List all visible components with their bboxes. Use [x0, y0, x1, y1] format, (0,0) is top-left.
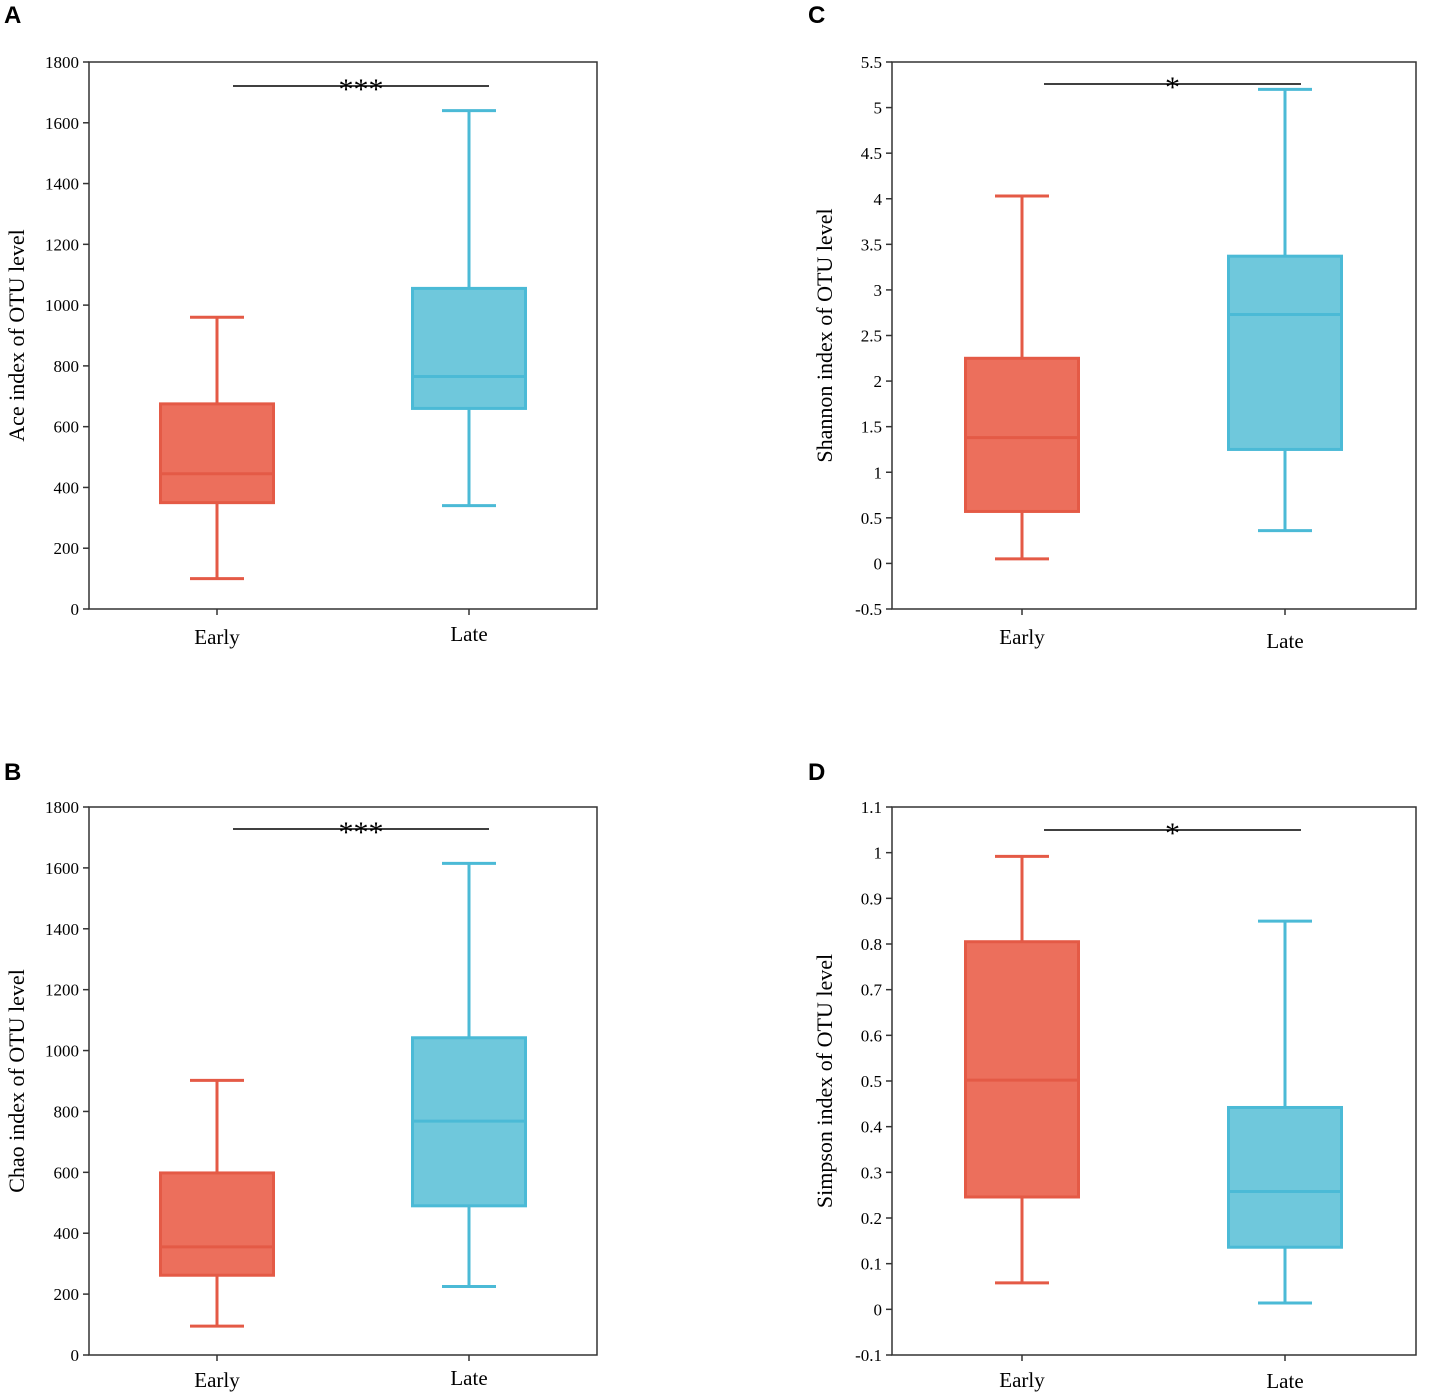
- panel-letter: C: [808, 2, 825, 29]
- box-early: Early: [964, 194, 1080, 649]
- iqr-box: [1227, 1105, 1343, 1249]
- box-early: Early: [159, 315, 275, 649]
- y-tick-label: 1600: [45, 114, 79, 133]
- y-tick-label: 4.5: [861, 144, 882, 163]
- panel-letter: A: [4, 2, 21, 29]
- y-tick-label: 0.1: [861, 1255, 882, 1274]
- y-tick-label: 1400: [45, 920, 79, 939]
- box-early: Early: [159, 1078, 275, 1392]
- y-tick-label: 0: [874, 554, 883, 573]
- box-early: Early: [964, 854, 1080, 1392]
- significance-marker: *: [1165, 71, 1180, 104]
- y-tick-label: 3: [874, 281, 883, 300]
- iqr-box: [411, 286, 527, 410]
- x-category-label: Late: [1266, 629, 1303, 653]
- iqr-box: [964, 356, 1080, 513]
- box-late: Late: [1227, 919, 1343, 1393]
- y-tick-label: 1800: [45, 53, 79, 72]
- y-tick-label: 1200: [45, 981, 79, 1000]
- y-tick-label: 600: [54, 418, 80, 437]
- x-category-label: Early: [194, 625, 240, 649]
- y-tick-label: -0.1: [855, 1346, 882, 1365]
- plot-frame: [88, 61, 598, 610]
- y-tick-label: 0.6: [861, 1026, 882, 1045]
- y-tick-label: 1.1: [861, 798, 882, 817]
- y-tick-label: 1600: [45, 859, 79, 878]
- y-tick-label: 0.9: [861, 889, 882, 908]
- iqr-box: [159, 402, 275, 505]
- panel-c: C -0.5 0 0.5 1 1.5 2 2.5 3 3.5 4 4.5 5 5.5 Shannon ind…: [808, 2, 1417, 653]
- panel-b: B 0 200 400 600 800 1000 1200 1400 1600 1800 Chao i…: [4, 759, 598, 1392]
- y-tick-label: 1: [874, 463, 883, 482]
- y-tick-label: 0: [874, 1300, 883, 1319]
- y-tick-label: 2: [874, 372, 883, 391]
- y-tick-label: 1400: [45, 175, 79, 194]
- box-late: Late: [411, 109, 527, 646]
- significance-marker: *: [1165, 817, 1180, 850]
- iqr-box: [964, 940, 1080, 1199]
- significance-marker: ***: [339, 816, 384, 849]
- y-tick-label: 200: [54, 1285, 80, 1304]
- y-axis-title: Ace index of OTU level: [4, 229, 29, 442]
- y-tick-label: 400: [54, 1224, 80, 1243]
- y-tick-label: 0.8: [861, 935, 882, 954]
- y-tick-label: 1000: [45, 1042, 79, 1061]
- x-category-label: Early: [999, 1368, 1045, 1392]
- iqr-box: [159, 1171, 275, 1277]
- y-tick-label: 5.5: [861, 53, 882, 72]
- panel-a: A 0 200 400 600 800 1000 1200 1400 1600 1800 Ace in…: [4, 2, 598, 649]
- y-tick-label: 2.5: [861, 327, 882, 346]
- x-category-label: Late: [1266, 1369, 1303, 1393]
- y-tick-label: 200: [54, 539, 80, 558]
- plot-frame: [88, 806, 598, 1356]
- y-tick-label: 400: [54, 478, 80, 497]
- panel-letter: B: [4, 759, 21, 786]
- panel-letter: D: [808, 759, 825, 786]
- iqr-box: [1227, 254, 1343, 451]
- box-late: Late: [411, 861, 527, 1390]
- y-tick-label: 1200: [45, 235, 79, 254]
- y-tick-label: 1: [874, 844, 883, 863]
- y-tick-label: 0.4: [861, 1118, 883, 1137]
- box-late: Late: [1227, 87, 1343, 653]
- panel-d: D -0.1 0 0.1 0.2 0.3 0.4 0.5 0.6 0.7 0.8 0.9 1 1.1 Sim…: [808, 759, 1417, 1393]
- y-tick-label: 5: [874, 99, 883, 118]
- y-tick-label: 0: [71, 1346, 80, 1365]
- y-tick-label: 600: [54, 1163, 80, 1182]
- y-tick-label: 0.5: [861, 1072, 882, 1091]
- y-tick-label: 800: [54, 1102, 80, 1121]
- y-tick-label: 1000: [45, 296, 79, 315]
- y-tick-label: 1800: [45, 798, 79, 817]
- y-tick-label: 4: [874, 190, 883, 209]
- y-tick-label: 0.2: [861, 1209, 882, 1228]
- x-category-label: Early: [194, 1368, 240, 1392]
- y-tick-label: -0.5: [855, 600, 882, 619]
- y-tick-label: 1.5: [861, 418, 882, 437]
- x-category-label: Early: [999, 625, 1045, 649]
- y-tick-label: 0.3: [861, 1163, 882, 1182]
- y-tick-label: 0.5: [861, 509, 882, 528]
- x-category-label: Late: [450, 1366, 487, 1390]
- y-tick-label: 0: [71, 600, 80, 619]
- y-axis-title: Shannon index of OTU level: [812, 208, 837, 462]
- y-tick-label: 800: [54, 357, 80, 376]
- y-tick-label: 0.7: [861, 981, 883, 1000]
- y-axis-title: Chao index of OTU level: [4, 969, 29, 1193]
- significance-marker: ***: [339, 73, 384, 106]
- y-tick-label: 3.5: [861, 235, 882, 254]
- x-category-label: Late: [450, 622, 487, 646]
- y-axis-title: Simpson index of OTU level: [812, 954, 837, 1208]
